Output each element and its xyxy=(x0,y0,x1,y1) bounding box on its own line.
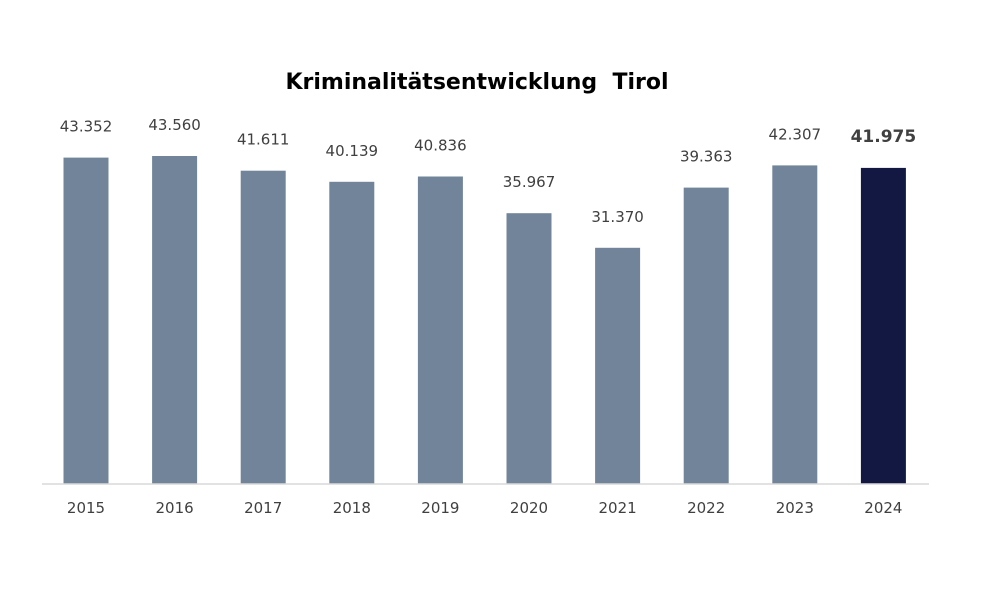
value-labels-group: 43.352 43.560 41.611 40.139 40.836 35.967 31.3… xyxy=(60,116,916,226)
x-tick-label-2019: 2019 xyxy=(421,499,459,517)
value-label-2020: 35.967 xyxy=(503,173,556,191)
x-tick-label-2023: 2023 xyxy=(776,499,814,517)
bars-group xyxy=(63,156,906,485)
value-label-2017: 41.611 xyxy=(237,131,290,149)
bar-2019 xyxy=(417,176,463,484)
bar-2023 xyxy=(772,165,818,484)
x-tick-label-2022: 2022 xyxy=(687,499,725,517)
bar-2024 xyxy=(860,167,906,484)
bar-2022 xyxy=(683,187,729,484)
value-label-2023: 42.307 xyxy=(769,125,822,143)
x-tick-label-2016: 2016 xyxy=(156,499,194,517)
x-tick-label-2015: 2015 xyxy=(67,499,105,517)
bar-2021 xyxy=(595,247,641,484)
x-tick-label-2021: 2021 xyxy=(599,499,637,517)
bar-2017 xyxy=(240,170,286,484)
x-tick-label-2024: 2024 xyxy=(864,499,902,517)
value-label-2016: 43.560 xyxy=(148,116,201,134)
x-tick-label-2018: 2018 xyxy=(333,499,371,517)
x-tick-label-2020: 2020 xyxy=(510,499,548,517)
x-tick-labels-group: 2015 2016 2017 2018 2019 2020 2021 2022 2023 2024 xyxy=(67,499,903,517)
value-label-2018: 40.139 xyxy=(326,142,379,160)
bar-2020 xyxy=(506,213,552,484)
bar-2016 xyxy=(152,156,198,484)
bar-2015 xyxy=(63,157,109,484)
bar-2018 xyxy=(329,181,375,485)
value-label-2019: 40.836 xyxy=(414,137,467,155)
value-label-2021: 31.370 xyxy=(591,208,644,226)
value-label-2015: 43.352 xyxy=(60,118,113,136)
value-label-2024: 41.975 xyxy=(851,127,917,147)
chart-title: Kriminalitätsentwicklung Tirol xyxy=(285,70,668,95)
value-label-2022: 39.363 xyxy=(680,148,733,166)
x-tick-label-2017: 2017 xyxy=(244,499,282,517)
